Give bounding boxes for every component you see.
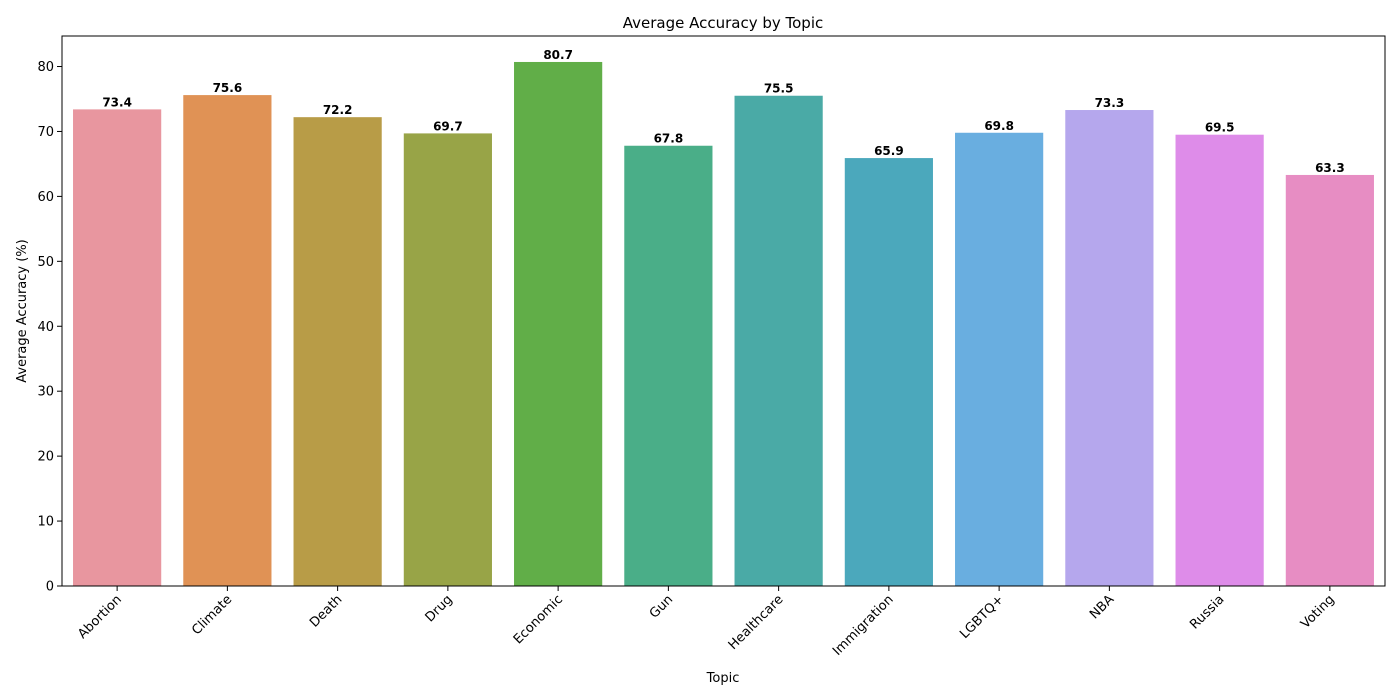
y-tick-label: 0: [46, 580, 54, 595]
y-tick-label: 80: [37, 60, 54, 75]
y-tick-label: 70: [37, 125, 54, 140]
x-tick-label: NBA: [1087, 592, 1117, 622]
x-tick-label: Economic: [511, 592, 566, 647]
bar-immigration: [844, 158, 933, 586]
x-tick-label: Healthcare: [726, 592, 787, 653]
bar-healthcare: [734, 95, 823, 586]
bar-climate: [183, 95, 272, 586]
data-label: 65.9: [874, 144, 904, 158]
data-label: 73.4: [102, 95, 132, 109]
data-label: 75.5: [764, 82, 794, 96]
bar-death: [293, 117, 382, 587]
data-label: 72.2: [323, 103, 353, 117]
x-tick-label: Death: [307, 592, 345, 630]
x-tick-label: LGBTQ+: [957, 592, 1007, 642]
chart-title: Average Accuracy by Topic: [623, 14, 824, 32]
y-tick-label: 50: [37, 255, 54, 270]
bar-drug: [403, 133, 492, 587]
bar-nba: [1065, 110, 1154, 586]
data-label: 63.3: [1315, 161, 1345, 175]
x-axis-label: Topic: [706, 671, 740, 686]
y-ticks-group: 0 10 20 30 40 50 60 70 80: [37, 60, 62, 595]
y-axis-label: Average Accuracy (%): [15, 239, 30, 383]
y-tick-label: 20: [37, 450, 54, 465]
bars-group: 73.4 75.6 72.2 69.7 80.7 67.8 75.5 65.9 69.8 73.3…: [73, 48, 1374, 587]
bar-lgbtq: [955, 132, 1044, 587]
data-label: 75.6: [213, 81, 243, 95]
x-tick-label: Immigration: [830, 592, 897, 659]
bar-gun: [624, 145, 713, 586]
data-label: 80.7: [543, 48, 573, 62]
data-label: 67.8: [654, 132, 684, 146]
y-tick-label: 10: [37, 515, 54, 530]
plot-frame: [61, 35, 1386, 587]
bar-russia: [1175, 134, 1264, 586]
x-tick-label: Gun: [647, 592, 676, 621]
bar-economic: [514, 61, 603, 587]
data-label: 69.5: [1205, 121, 1235, 135]
x-tick-label: Climate: [189, 592, 235, 638]
data-label: 69.8: [984, 119, 1014, 133]
data-label: 73.3: [1095, 96, 1125, 110]
x-ticks-group: Abortion Climate Death Drug Economic Gun Healt…: [75, 586, 1338, 659]
x-tick-label: Abortion: [75, 592, 125, 642]
bar-abortion: [73, 109, 162, 587]
y-axis-label-group: Average Accuracy (%): [15, 239, 30, 383]
y-tick-label: 60: [37, 190, 54, 205]
y-tick-label: 30: [37, 385, 54, 400]
x-tick-label: Russia: [1187, 592, 1227, 632]
bar-voting: [1285, 174, 1374, 586]
data-label: 69.7: [433, 119, 463, 133]
x-tick-label: Drug: [423, 592, 456, 625]
x-tick-label: Voting: [1298, 592, 1338, 632]
y-tick-label: 40: [37, 320, 54, 335]
